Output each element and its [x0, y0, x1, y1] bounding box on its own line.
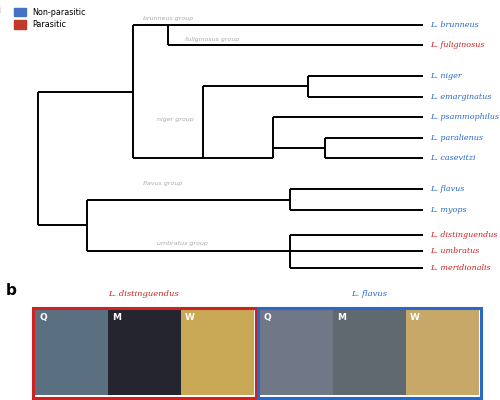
Legend: Non-parasitic, Parasitic: Non-parasitic, Parasitic: [14, 8, 86, 29]
Text: M: M: [112, 313, 121, 322]
Bar: [32, 308, 256, 398]
Text: L. casevitzi: L. casevitzi: [430, 154, 476, 162]
Bar: [406, 310, 478, 395]
Text: W: W: [185, 313, 195, 322]
Text: niger group: niger group: [157, 117, 194, 122]
Text: b: b: [6, 283, 17, 298]
Text: L. brunneus: L. brunneus: [430, 20, 479, 28]
Text: Q: Q: [39, 313, 47, 322]
Text: L. psammophilus: L. psammophilus: [430, 113, 499, 121]
Text: L. meridionalis: L. meridionalis: [430, 264, 490, 272]
Text: M: M: [337, 313, 346, 322]
Text: L. distinguendus: L. distinguendus: [108, 290, 179, 298]
Bar: [258, 308, 481, 398]
Text: umbratus group: umbratus group: [157, 242, 208, 246]
Text: a: a: [0, 1, 1, 16]
Bar: [260, 310, 332, 395]
Bar: [108, 310, 180, 395]
Text: brunneus group: brunneus group: [143, 16, 193, 21]
Text: L. paralienus: L. paralienus: [430, 134, 483, 142]
Text: L. distinguendus: L. distinguendus: [430, 231, 498, 239]
Text: L. emarginatus: L. emarginatus: [430, 93, 492, 101]
Text: L. fuliginosus: L. fuliginosus: [430, 41, 484, 49]
Text: L. myops: L. myops: [430, 206, 467, 214]
Text: L. niger: L. niger: [430, 72, 462, 80]
Text: fuliginosus group: fuliginosus group: [185, 36, 240, 42]
Text: W: W: [410, 313, 420, 322]
Text: L. flavus: L. flavus: [351, 290, 387, 298]
Text: L. umbratus: L. umbratus: [430, 247, 480, 255]
Text: L. flavus: L. flavus: [430, 185, 464, 193]
Bar: [35, 310, 108, 395]
Bar: [333, 310, 406, 395]
Text: Q: Q: [264, 313, 272, 322]
Bar: [181, 310, 254, 395]
Text: flavus group: flavus group: [143, 181, 182, 186]
